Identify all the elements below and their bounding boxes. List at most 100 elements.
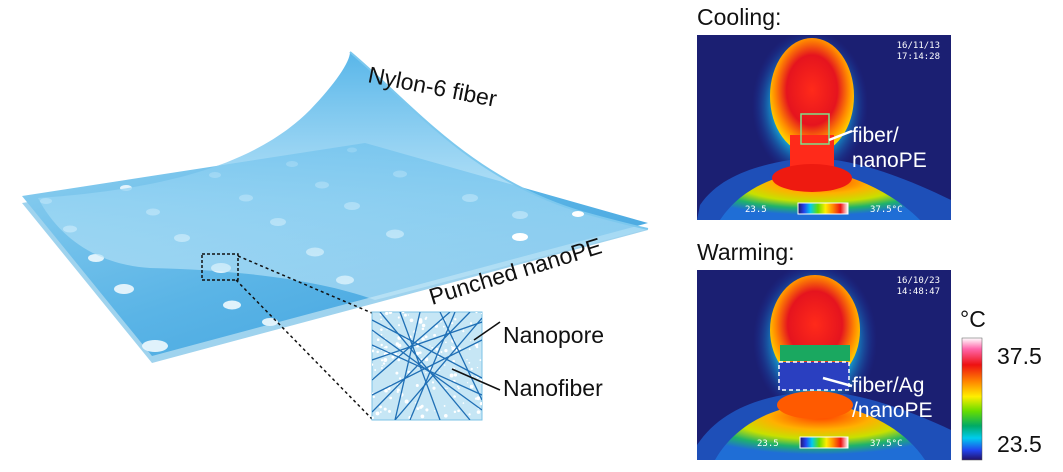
nanopore-dot bbox=[372, 363, 374, 366]
nanopore-dot bbox=[409, 318, 414, 323]
fiber-sheet-edge bbox=[349, 51, 649, 230]
cooling-label-pointer bbox=[828, 129, 853, 142]
warming-sample-label-1: fiber/Ag bbox=[852, 374, 924, 397]
nanopore-dot bbox=[383, 358, 388, 362]
warming-scale-strip bbox=[799, 436, 849, 449]
cooling-sample-label-1: fiber/ bbox=[852, 124, 899, 147]
nanopore-dot bbox=[380, 359, 384, 362]
cooling-scale-max: 37.5°C bbox=[870, 205, 903, 215]
nanopore-dot bbox=[401, 312, 405, 314]
warming-sample-label-2: /nanoPE bbox=[852, 399, 933, 422]
nanopore-dot bbox=[389, 396, 393, 400]
warming-scale-max: 37.5°C bbox=[870, 439, 903, 449]
colorbar-max: 37.5 bbox=[997, 343, 1042, 369]
zoom-line-top bbox=[237, 255, 373, 314]
nanopore-dot bbox=[397, 324, 401, 327]
warming-scale-min: 23.5 bbox=[757, 439, 779, 449]
warming-label-pointer bbox=[822, 376, 853, 388]
warming-panel: Warming: fiber/Ag /nanoPE 16/10/23 14:48… bbox=[697, 239, 951, 460]
nanopore-dot bbox=[475, 312, 478, 314]
cooling-scale-min: 23.5 bbox=[745, 205, 767, 215]
nanopore-dot bbox=[443, 404, 446, 407]
nanopore-dot bbox=[480, 382, 482, 385]
cooling-date: 16/11/13 bbox=[897, 41, 940, 51]
nanopore-dot bbox=[468, 348, 471, 351]
nanopore-dot bbox=[451, 346, 456, 351]
nanopore-dot bbox=[424, 317, 427, 320]
nanopore-dot bbox=[470, 367, 473, 371]
nanopore-dot bbox=[375, 411, 380, 416]
nanopore-dot bbox=[424, 335, 428, 339]
cooling-sample-box bbox=[800, 113, 830, 145]
nanopore-dot bbox=[419, 405, 423, 409]
nanopore-dot bbox=[372, 416, 374, 420]
cooling-title: Cooling: bbox=[697, 4, 781, 30]
fiber-hole bbox=[512, 233, 528, 241]
nanopore-dot bbox=[381, 364, 383, 367]
nanopore-dot bbox=[418, 318, 423, 323]
membrane-schematic: Nylon-6 fiber Punched nanoPE Nanopore Na… bbox=[22, 51, 649, 421]
nanopore-dot bbox=[440, 350, 443, 354]
zoom-region bbox=[201, 253, 239, 281]
cooling-sample-label-2: nanoPE bbox=[852, 149, 927, 172]
nanopore-dot bbox=[383, 346, 386, 349]
nanopore-dot bbox=[453, 373, 458, 377]
nanopore-dot bbox=[476, 366, 479, 369]
nanopore-dot bbox=[457, 387, 460, 390]
nanopore-dot bbox=[469, 339, 472, 342]
nanopore-dot bbox=[416, 407, 420, 410]
nanopore-dot bbox=[414, 402, 417, 404]
nanopore-dot bbox=[435, 347, 439, 351]
nanopore-dot bbox=[450, 321, 454, 325]
nanopore-dot bbox=[397, 316, 400, 319]
nanopore-dot bbox=[404, 399, 409, 404]
nanopore-dot bbox=[429, 345, 431, 347]
nanopore-dot bbox=[434, 410, 436, 412]
nanopore-dot bbox=[384, 345, 388, 349]
cooling-thermal-figure bbox=[697, 35, 951, 220]
fiber-hole bbox=[572, 211, 584, 217]
nanopore-dot bbox=[468, 413, 471, 416]
nanopore-dot bbox=[372, 349, 375, 353]
warming-time: 14:48:47 bbox=[897, 287, 940, 297]
nanopore-dot bbox=[466, 358, 468, 361]
nanopore-dot bbox=[438, 352, 440, 355]
nanopore-dot bbox=[446, 387, 448, 390]
warming-thermal-figure bbox=[697, 270, 951, 460]
nanopore-dot bbox=[476, 376, 479, 379]
colorbar-min: 23.5 bbox=[997, 431, 1042, 457]
nanopore-dot bbox=[384, 388, 388, 393]
nanopore-dot bbox=[479, 359, 482, 362]
nanopore-label: Nanopore bbox=[503, 322, 604, 348]
nanopore-dot bbox=[376, 350, 379, 354]
nanopore-dot bbox=[443, 364, 446, 366]
nanopore-dot bbox=[407, 314, 410, 316]
nanofibers bbox=[372, 312, 482, 420]
nanopore-dot bbox=[415, 383, 419, 388]
colorbar-gradient bbox=[961, 337, 983, 461]
nanofiber-pointer bbox=[451, 368, 501, 391]
nanopore-dot bbox=[388, 409, 391, 413]
nanopore-dot bbox=[454, 318, 457, 321]
nanopore-dot bbox=[421, 327, 425, 331]
nanopore-dot bbox=[445, 341, 447, 344]
nanopore-dot bbox=[444, 387, 446, 389]
nanopore-dot bbox=[442, 325, 445, 328]
nanopore-dot bbox=[462, 330, 465, 333]
nanopore-dot bbox=[396, 388, 400, 392]
nanopore-dot bbox=[420, 414, 425, 419]
nanopore-dot bbox=[458, 347, 461, 350]
nanopore-dot bbox=[433, 333, 437, 337]
nanopore-dot bbox=[451, 345, 453, 348]
nanopore-dot bbox=[468, 361, 471, 364]
nanopore-dot bbox=[476, 410, 481, 414]
nanopore-dot bbox=[421, 404, 424, 407]
warming-title: Warming: bbox=[697, 239, 795, 265]
nanopore-dot bbox=[380, 333, 383, 336]
nanopore-dot bbox=[391, 355, 395, 359]
nanopore-dot bbox=[374, 369, 377, 371]
nanopore-dot bbox=[382, 362, 386, 365]
zoom-line-bottom bbox=[235, 279, 373, 420]
nanopore-dot bbox=[476, 396, 481, 401]
